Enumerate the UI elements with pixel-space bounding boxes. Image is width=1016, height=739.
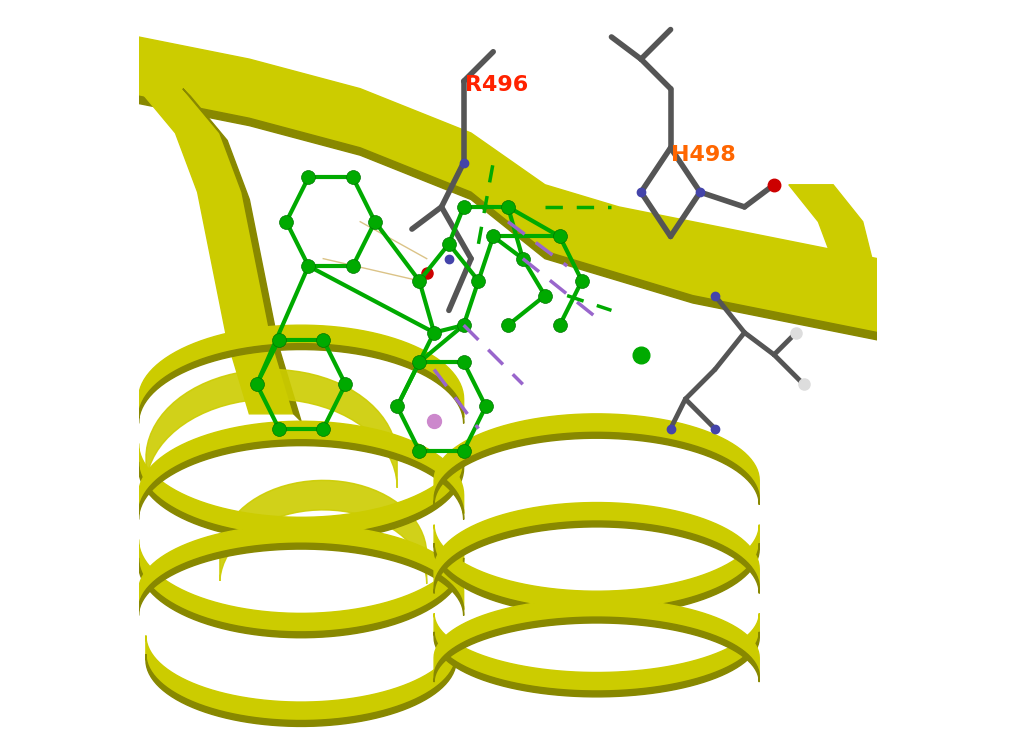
Polygon shape [138, 440, 463, 520]
Polygon shape [434, 525, 759, 610]
Polygon shape [434, 414, 759, 499]
Polygon shape [183, 89, 301, 421]
Polygon shape [138, 543, 463, 616]
Polygon shape [434, 617, 759, 682]
Polygon shape [788, 185, 878, 281]
Polygon shape [434, 632, 759, 697]
Polygon shape [138, 558, 463, 638]
Text: H498: H498 [672, 145, 737, 166]
Polygon shape [138, 344, 463, 423]
Polygon shape [138, 325, 463, 418]
Polygon shape [219, 480, 427, 584]
Text: R496: R496 [465, 75, 528, 95]
Polygon shape [434, 613, 759, 691]
Polygon shape [138, 525, 463, 610]
Polygon shape [146, 636, 456, 721]
Polygon shape [138, 421, 463, 514]
Polygon shape [138, 462, 463, 542]
Polygon shape [434, 599, 759, 676]
Polygon shape [138, 37, 878, 333]
Polygon shape [138, 89, 294, 414]
Polygon shape [146, 370, 397, 488]
Polygon shape [434, 521, 759, 593]
Polygon shape [138, 539, 463, 632]
Polygon shape [146, 654, 456, 726]
Polygon shape [434, 503, 759, 588]
Polygon shape [434, 432, 759, 505]
Polygon shape [434, 543, 759, 616]
Polygon shape [138, 443, 463, 536]
Polygon shape [138, 96, 878, 340]
